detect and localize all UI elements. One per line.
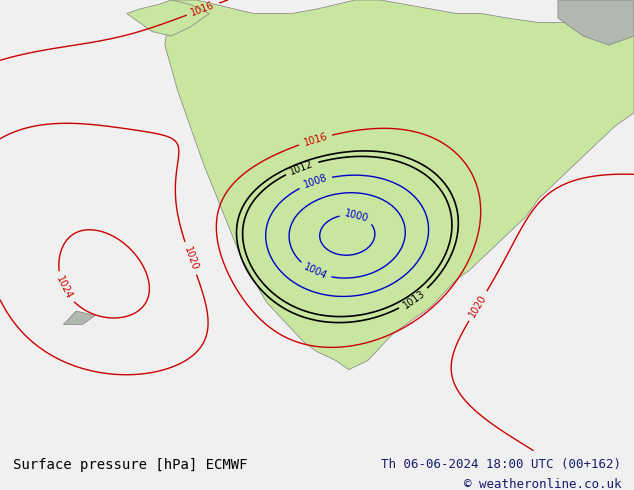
Text: 1016: 1016	[302, 131, 328, 148]
Polygon shape	[127, 0, 209, 36]
Text: 1016: 1016	[190, 0, 216, 18]
Text: Th 06-06-2024 18:00 UTC (00+162): Th 06-06-2024 18:00 UTC (00+162)	[381, 458, 621, 471]
Text: 1012: 1012	[288, 159, 315, 177]
Text: © weatheronline.co.uk: © weatheronline.co.uk	[464, 478, 621, 490]
Text: 1020: 1020	[182, 245, 200, 271]
Text: Surface pressure [hPa] ECMWF: Surface pressure [hPa] ECMWF	[13, 458, 247, 471]
Text: 1020: 1020	[467, 293, 489, 319]
Polygon shape	[63, 311, 95, 324]
Polygon shape	[558, 0, 634, 45]
Text: 1004: 1004	[302, 262, 329, 282]
Text: 1024: 1024	[54, 274, 74, 301]
Text: 1013: 1013	[401, 288, 427, 310]
Text: 1000: 1000	[344, 208, 370, 224]
Text: 1008: 1008	[302, 173, 328, 191]
Polygon shape	[165, 0, 634, 369]
